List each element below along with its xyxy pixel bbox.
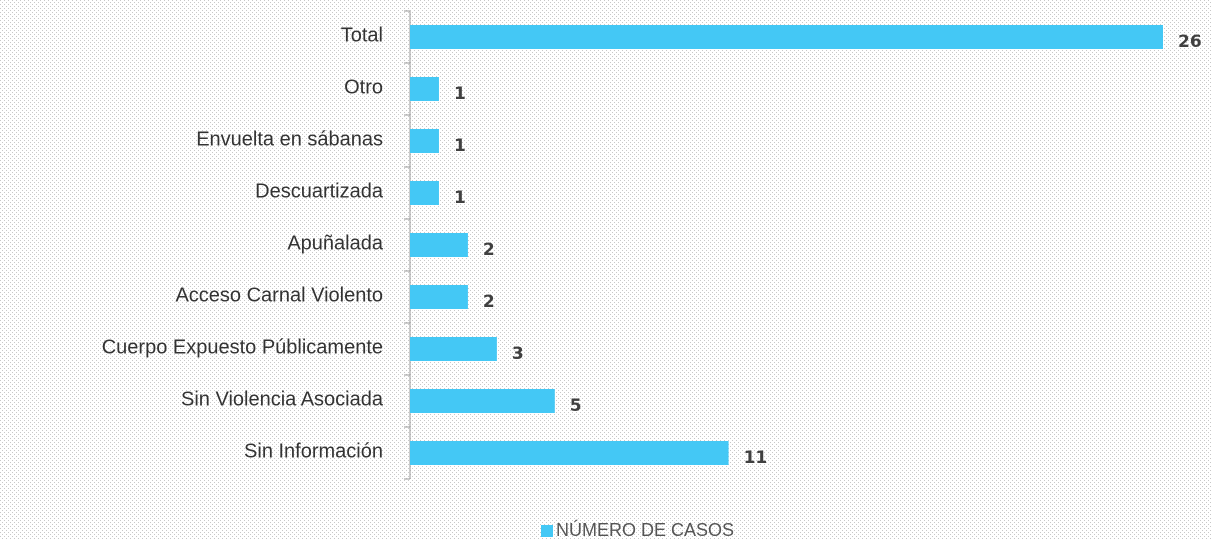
bar xyxy=(410,337,497,361)
category-label: Acceso Carnal Violento xyxy=(175,284,383,306)
category-label: Apuñalada xyxy=(287,232,384,254)
bar xyxy=(410,233,468,257)
bar xyxy=(410,441,729,465)
value-label: 3 xyxy=(512,344,524,364)
value-label: 11 xyxy=(744,448,768,468)
value-label: 1 xyxy=(454,136,466,156)
legend-swatch xyxy=(541,525,553,537)
category-label: Total xyxy=(341,24,383,46)
category-label: Sin Información xyxy=(244,440,383,462)
category-label: Descuartizada xyxy=(255,180,384,202)
value-label: 1 xyxy=(454,84,466,104)
category-label: Cuerpo Expuesto Públicamente xyxy=(102,336,383,358)
bar xyxy=(410,129,439,153)
category-label: Otro xyxy=(344,76,383,98)
bar xyxy=(410,285,468,309)
bar xyxy=(410,25,1163,49)
value-label: 1 xyxy=(454,188,466,208)
bar xyxy=(410,389,555,413)
category-label: Envuelta en sábanas xyxy=(196,128,383,150)
value-label: 2 xyxy=(483,292,495,312)
value-label: 5 xyxy=(570,396,582,416)
value-label: 26 xyxy=(1178,32,1202,52)
category-label: Sin Violencia Asociada xyxy=(181,388,384,410)
value-label: 2 xyxy=(483,240,495,260)
bar xyxy=(410,77,439,101)
bar xyxy=(410,181,439,205)
legend-label: NÚMERO DE CASOS xyxy=(556,519,734,540)
